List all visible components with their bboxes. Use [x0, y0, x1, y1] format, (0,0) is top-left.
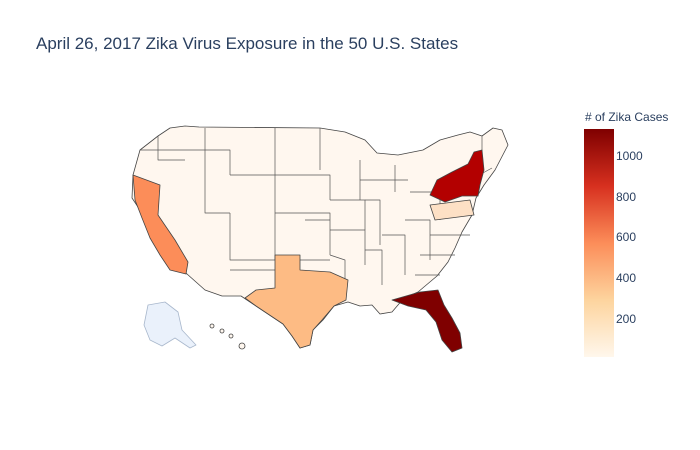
colorbar-tick-200: 200: [616, 312, 637, 326]
colorbar-title: # of Zika Cases: [585, 110, 669, 124]
state-alaska[interactable]: [143, 301, 197, 349]
state-texas[interactable]: [244, 254, 349, 349]
colorbar-tick-600: 600: [616, 230, 637, 244]
state-new-york[interactable]: [429, 149, 485, 203]
colorbar-tick-400: 400: [616, 271, 637, 285]
colorbar-tick-800: 800: [616, 190, 637, 204]
chart-title: April 26, 2017 Zika Virus Exposure in th…: [36, 34, 459, 53]
state-california[interactable]: [132, 174, 189, 275]
state-pennsylvania[interactable]: [429, 199, 475, 221]
state-hawaii[interactable]: [209, 323, 246, 350]
colorbar-tick-1000: 1000: [616, 149, 643, 163]
state-florida[interactable]: [391, 289, 463, 353]
